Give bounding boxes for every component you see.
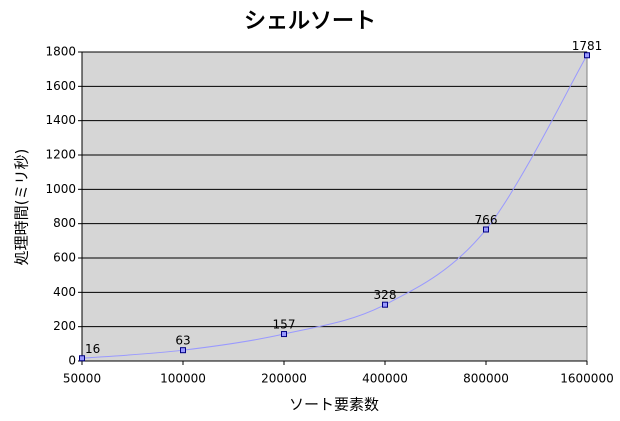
y-tick-label: 1600: [45, 79, 76, 93]
y-tick-label: 400: [53, 285, 76, 299]
x-tick-label: 100000: [160, 372, 206, 386]
chart-title: シェルソート: [244, 9, 376, 34]
y-tick-label: 600: [53, 251, 76, 265]
data-label: 1781: [572, 39, 603, 53]
x-tick-label: 200000: [261, 372, 307, 386]
y-tick-label: 200: [53, 319, 76, 333]
data-label: 157: [273, 318, 296, 332]
data-label: 63: [175, 334, 190, 348]
x-tick-label: 400000: [362, 372, 408, 386]
data-label: 16: [85, 342, 100, 356]
y-tick-label: 800: [53, 216, 76, 230]
series-line: [81, 55, 588, 359]
y-axis-title: 処理時間(ミリ秒): [13, 149, 31, 266]
marker: [483, 226, 489, 233]
y-tick-label: 1200: [45, 148, 76, 162]
marker: [180, 347, 186, 354]
data-label: 328: [374, 288, 397, 302]
marker: [281, 331, 287, 338]
y-tick-label: 1400: [45, 113, 76, 127]
plot-area: [81, 51, 588, 362]
marker: [382, 301, 388, 308]
x-axis-title: ソート要素数: [289, 396, 379, 414]
marker: [79, 355, 85, 362]
y-tick-label: 1800: [45, 45, 76, 59]
y-tick-label: 0: [68, 354, 76, 368]
x-tick-label: 800000: [463, 372, 509, 386]
x-tick-label: 1600000: [560, 372, 613, 386]
marker: [584, 52, 590, 59]
x-tick-label: 50000: [63, 372, 101, 386]
data-label: 766: [475, 213, 498, 227]
y-tick-label: 1000: [45, 182, 76, 196]
